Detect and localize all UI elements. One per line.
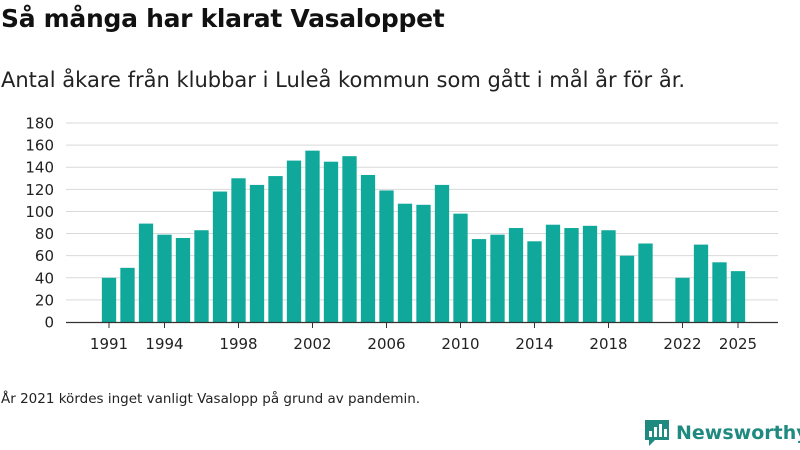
bar bbox=[638, 243, 653, 322]
bar bbox=[416, 204, 431, 322]
x-tick-label: 2014 bbox=[515, 335, 553, 353]
brand-logo: Newsworthy bbox=[644, 418, 800, 448]
bars bbox=[101, 150, 746, 322]
y-tick-label: 60 bbox=[35, 247, 54, 265]
y-tick-label: 40 bbox=[35, 269, 54, 287]
bar bbox=[471, 239, 487, 322]
bar bbox=[564, 228, 579, 322]
y-tick-label: 140 bbox=[25, 159, 54, 177]
x-tick-label: 2002 bbox=[293, 335, 331, 353]
bar bbox=[490, 234, 505, 322]
chart-title: Så många har klarat Vasaloppet bbox=[1, 4, 445, 33]
bar bbox=[138, 223, 154, 322]
y-tick-label: 160 bbox=[25, 137, 54, 155]
y-tick-label: 20 bbox=[35, 291, 54, 309]
bar bbox=[730, 271, 746, 322]
chart-subtitle: Antal åkare från klubbar i Luleå kommun … bbox=[1, 68, 686, 92]
bar bbox=[675, 277, 690, 322]
bar bbox=[249, 184, 265, 322]
bar bbox=[545, 224, 561, 322]
x-tick-label: 1994 bbox=[145, 335, 183, 353]
bar-chart: 0 20 40 60 80 100 120 140 160 180 1991 1994 1998 2002… bbox=[25, 115, 778, 353]
x-tick-label: 1991 bbox=[90, 335, 128, 353]
bar bbox=[231, 178, 246, 322]
bar bbox=[268, 176, 283, 322]
y-tick-label: 80 bbox=[35, 225, 54, 243]
x-tick-label: 2025 bbox=[719, 335, 757, 353]
x-tick-label: 2022 bbox=[663, 335, 701, 353]
x-tick-label: 2018 bbox=[589, 335, 627, 353]
bar bbox=[157, 234, 172, 322]
y-tick-label: 0 bbox=[44, 314, 54, 332]
footnote: År 2021 kördes inget vanligt Vasalopp på… bbox=[1, 391, 421, 407]
bar bbox=[508, 228, 524, 322]
y-tick-label: 120 bbox=[25, 181, 54, 199]
bar bbox=[360, 174, 376, 322]
bar bbox=[619, 255, 635, 322]
bar bbox=[379, 190, 394, 322]
y-tick-label: 100 bbox=[25, 203, 54, 221]
bar bbox=[601, 230, 616, 322]
bar bbox=[194, 230, 209, 322]
bar bbox=[323, 161, 339, 322]
x-tick-label: 2006 bbox=[367, 335, 405, 353]
bar bbox=[212, 191, 228, 322]
bar bbox=[434, 184, 450, 322]
x-tick-label: 1998 bbox=[219, 335, 257, 353]
bar bbox=[453, 213, 468, 322]
bar bbox=[305, 150, 320, 322]
bar bbox=[693, 244, 709, 322]
bar bbox=[175, 237, 191, 322]
bar bbox=[342, 156, 357, 322]
bar bbox=[527, 241, 542, 322]
bar bbox=[712, 262, 727, 322]
axes: 0 20 40 60 80 100 120 140 160 180 1991 1994 1998 2002… bbox=[25, 115, 778, 353]
newsworthy-logo-icon bbox=[645, 420, 669, 446]
bar bbox=[286, 160, 302, 322]
bar bbox=[397, 203, 413, 322]
bar bbox=[582, 225, 598, 322]
bar bbox=[120, 267, 135, 322]
bar bbox=[101, 277, 117, 322]
x-tick-label: 2010 bbox=[441, 335, 479, 353]
brand-name: Newsworthy bbox=[676, 422, 800, 444]
y-tick-label: 180 bbox=[25, 115, 54, 133]
